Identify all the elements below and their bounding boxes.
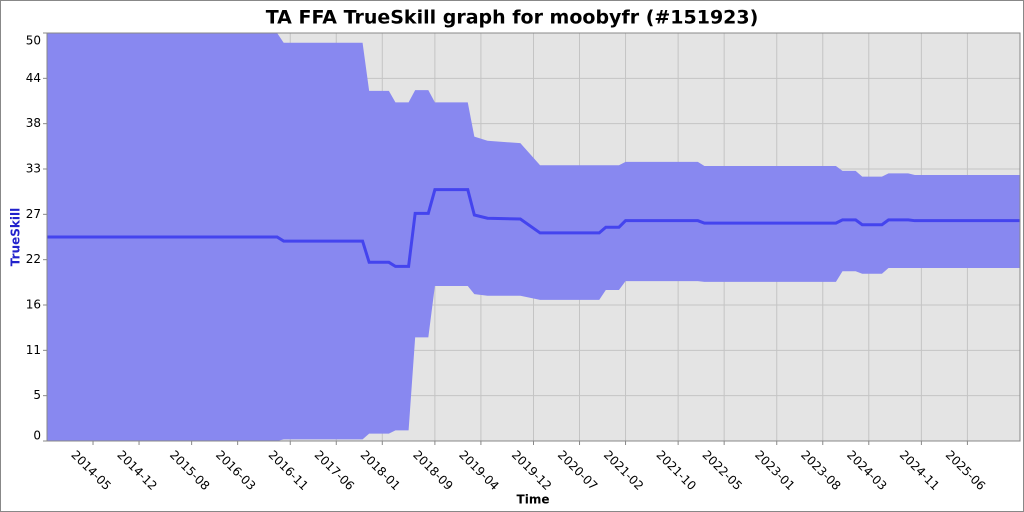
- plot-border: [46, 32, 1021, 442]
- uncertainty-band: [47, 33, 1020, 441]
- y-tick-label: 22: [26, 252, 41, 266]
- y-axis-label: TrueSkill: [9, 208, 23, 266]
- y-tick-label: 44: [26, 71, 41, 85]
- y-tick-label: 50: [26, 34, 41, 48]
- y-tick-label: 33: [26, 162, 41, 176]
- chart-title: TA FFA TrueSkill graph for moobyfr (#151…: [266, 7, 759, 29]
- y-tick-label: 38: [26, 116, 41, 130]
- y-tick-label: 0: [33, 429, 41, 443]
- y-tick-label: 11: [26, 343, 41, 357]
- x-axis-label: Time: [517, 493, 550, 507]
- plot: [47, 33, 1020, 441]
- mean-line: [47, 188, 1020, 268]
- y-tick-label: 16: [26, 297, 41, 311]
- y-tick-label: 5: [33, 388, 41, 402]
- y-tick-label: 27: [26, 207, 41, 221]
